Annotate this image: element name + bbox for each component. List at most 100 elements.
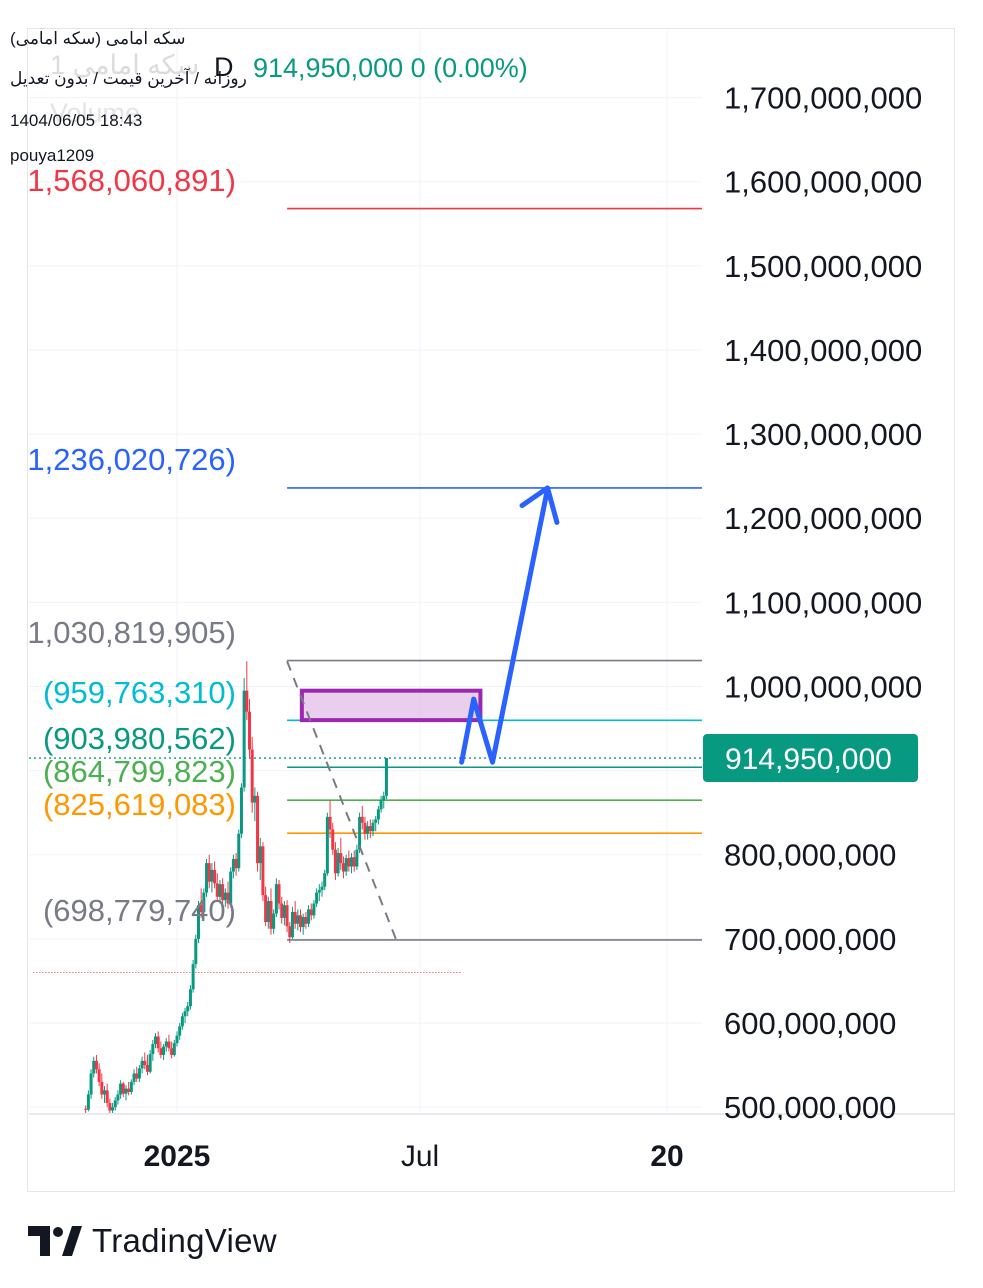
candle-body — [352, 857, 356, 867]
x-tick-label: 20 — [650, 1140, 683, 1173]
y-tick-label: 1,600,000,000 — [724, 165, 922, 200]
candle-body — [347, 858, 351, 867]
candle-body — [132, 1073, 136, 1082]
candle-body — [282, 905, 286, 918]
candle-body — [84, 1108, 88, 1110]
candle-body — [151, 1044, 155, 1055]
candle-body — [376, 809, 380, 820]
candle-body — [379, 800, 383, 810]
candle-body — [339, 853, 343, 864]
candle-body — [229, 871, 233, 904]
y-tick-label: 1,000,000,000 — [724, 669, 922, 704]
candle-body — [250, 749, 254, 803]
candle-body — [143, 1060, 147, 1066]
candle-body — [374, 819, 378, 823]
candle-body — [89, 1073, 93, 1095]
candle-body — [245, 690, 249, 712]
trendline-dashed[interactable] — [286, 660, 397, 940]
tradingview-logo[interactable]: TradingView — [28, 1222, 277, 1260]
candle-body — [382, 795, 386, 801]
candle-body — [226, 892, 230, 904]
resistance-zone[interactable] — [299, 688, 483, 723]
candle-body — [121, 1083, 125, 1094]
candle-body — [237, 833, 241, 869]
candle-body — [363, 822, 367, 834]
projection-arrow-head[interactable] — [519, 485, 560, 525]
candle-body — [323, 873, 327, 887]
candle-body — [221, 884, 225, 901]
candle-body — [328, 816, 332, 830]
candle-body — [194, 938, 198, 965]
candle-body — [196, 905, 200, 939]
level-labels: 1,568,060,891) 1,236,020,726) 1,030,819,90… — [27, 163, 236, 928]
y-tick-label: 1,100,000,000 — [724, 585, 922, 620]
candle-body — [317, 890, 321, 893]
candle-body — [100, 1081, 104, 1095]
candle-body — [97, 1069, 101, 1082]
candle-body — [274, 884, 278, 914]
candle-body — [285, 905, 289, 927]
y-tick-label: 1,400,000,000 — [724, 333, 922, 368]
candle-body — [215, 883, 219, 897]
y-tick-label: 500,000,000 — [724, 1090, 896, 1125]
resistance-zone-box[interactable] — [299, 688, 483, 723]
level-label: 1,568,060,891) — [27, 163, 236, 198]
candle-body — [186, 1006, 190, 1012]
publish-datetime: 1404/06/05 18:43 — [10, 111, 143, 130]
chart-grid — [29, 30, 702, 1113]
candle-body — [111, 1107, 115, 1111]
candle-body — [178, 1026, 182, 1036]
candle-body — [116, 1094, 120, 1101]
candle-body — [154, 1036, 158, 1045]
candle-body — [307, 909, 311, 924]
y-tick-label: 1,500,000,000 — [724, 249, 922, 284]
level-label: (959,763,310) — [43, 675, 236, 710]
candles — [84, 661, 388, 1113]
candle-body — [277, 884, 281, 904]
candle-body — [218, 884, 222, 897]
candle-body — [183, 1011, 187, 1017]
candle-body — [124, 1088, 128, 1094]
candle-body — [336, 853, 340, 874]
candle-body — [207, 863, 211, 882]
y-tick-label: 1,300,000,000 — [724, 417, 922, 452]
candle-body — [223, 892, 227, 901]
level-label: (825,619,083) — [43, 787, 236, 822]
candle-body — [309, 909, 313, 916]
trendline[interactable] — [286, 660, 397, 940]
y-tick-label: 800,000,000 — [724, 838, 896, 873]
level-label: (864,799,823) — [43, 754, 236, 789]
projection-path[interactable] — [459, 486, 551, 765]
candle-body — [299, 915, 303, 928]
author-name: pouya1209 — [10, 146, 95, 165]
level-label: 1,236,020,726) — [27, 442, 236, 477]
candle-body — [371, 822, 375, 832]
x-tick-label: 2025 — [144, 1140, 211, 1173]
candle-body — [167, 1041, 171, 1049]
candle-body — [304, 916, 308, 924]
candle-body — [269, 901, 273, 929]
plot-area[interactable] — [29, 207, 702, 1116]
candle-body — [86, 1094, 90, 1110]
projection-arrow[interactable] — [459, 485, 560, 765]
candle-body — [103, 1090, 107, 1095]
chart-subtitle: روزانه / آخرین قیمت / بدون تعدیل — [10, 69, 247, 88]
candle-body — [94, 1060, 98, 1070]
ghost-symbol-text: سکه امامی 1 — [50, 50, 200, 80]
candle-body — [258, 846, 262, 864]
candle-body — [113, 1100, 117, 1108]
candle-body — [231, 858, 235, 872]
price-axis[interactable]: 500,000,000 600,000,000 700,000,000 800,000… — [724, 81, 922, 1126]
candle-body — [312, 903, 316, 916]
candle-body — [108, 1102, 112, 1111]
y-tick-label: 1,200,000,000 — [724, 501, 922, 536]
candle-body — [164, 1041, 168, 1047]
level-label: (698,779,740) — [43, 893, 236, 928]
time-axis[interactable]: 2025 Jul 20 — [144, 1120, 953, 1190]
candle-body — [253, 795, 257, 803]
candle-body — [266, 901, 270, 923]
candle-body — [156, 1036, 160, 1049]
candle-body — [358, 816, 362, 850]
candle-body — [341, 863, 345, 872]
